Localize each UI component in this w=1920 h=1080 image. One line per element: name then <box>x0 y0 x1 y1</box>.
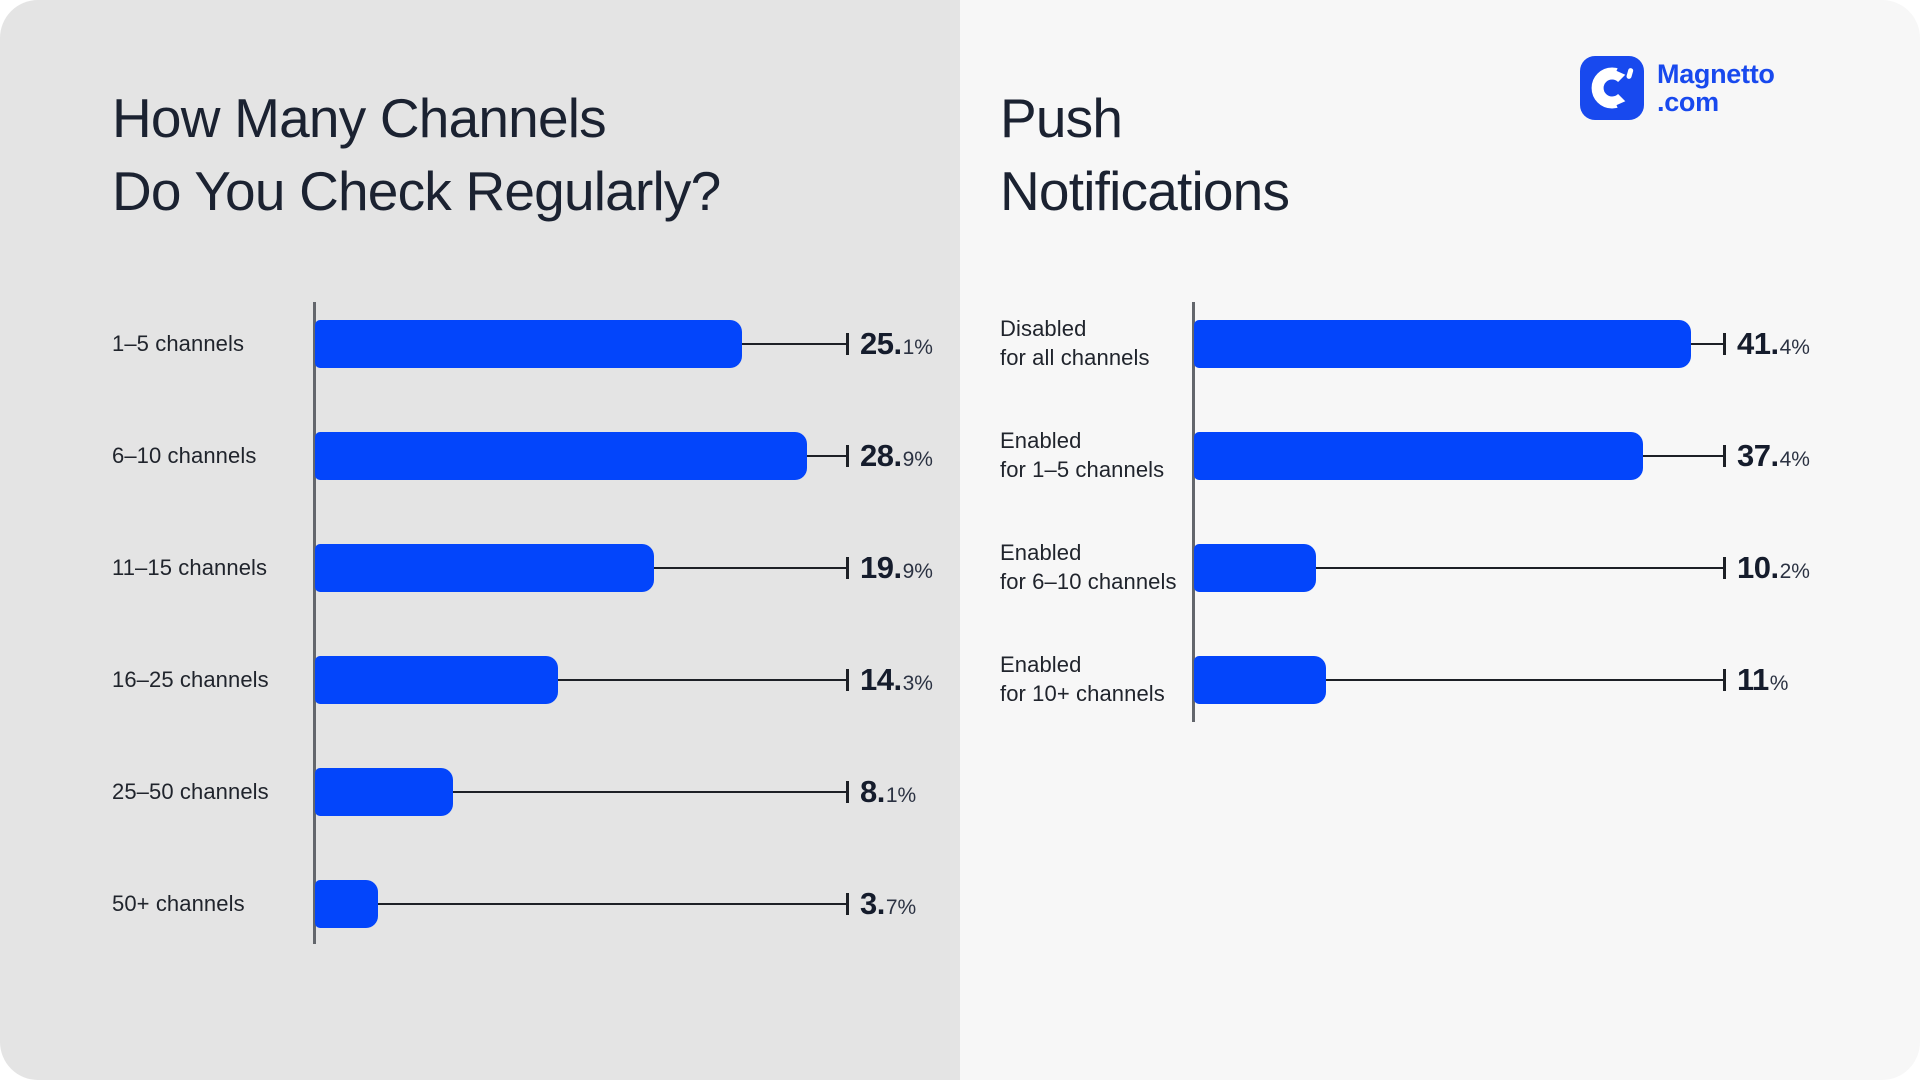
bar-row: 1–5 channels 25. 1% <box>112 288 958 400</box>
bar-row: 11–15 channels 19. 9% <box>112 512 958 624</box>
magnet-icon <box>1580 56 1644 120</box>
value-label: 10. 2% <box>1737 550 1810 585</box>
bar <box>1194 656 1326 704</box>
bar-row: Enabled for 10+ channels 11% <box>1000 624 1918 736</box>
tick-mark <box>846 445 849 467</box>
value-label: 14. 3% <box>860 662 933 697</box>
category-label: Enabled for 1–5 channels <box>1000 428 1165 482</box>
push-notifications-panel: Magnetto .com Push Notifications Disabled… <box>960 0 1920 1080</box>
bar-row: Disabled for all channels 41. 4% <box>1000 288 1918 400</box>
bar <box>1194 432 1643 480</box>
value-label: 3. 7% <box>860 886 917 921</box>
leader-line <box>742 343 846 345</box>
bar-row: 25–50 channels 8. 1% <box>112 736 958 848</box>
tick-mark <box>1723 445 1726 467</box>
leader-line <box>1316 567 1723 569</box>
leader-line <box>452 791 846 793</box>
title-line-1: How Many Channels <box>112 87 607 149</box>
right-axis-line <box>1192 302 1195 722</box>
bar <box>315 656 559 704</box>
value-label: 25. 1% <box>860 326 933 361</box>
bar <box>315 544 654 592</box>
category-label: Enabled for 10+ channels <box>1000 652 1165 706</box>
category-label: 50+ channels <box>112 890 245 916</box>
value-label: 28. 9% <box>860 438 933 473</box>
bar <box>315 768 453 816</box>
brand-tld: .com <box>1657 87 1719 118</box>
channels-chart-title: How Many Channels Do You Check Regularly? <box>112 82 721 227</box>
leader-line <box>1690 343 1723 345</box>
tick-mark <box>846 893 849 915</box>
leader-line <box>1642 455 1723 457</box>
bar <box>315 432 807 480</box>
bar-row: 50+ channels 3. 7% <box>112 848 958 960</box>
channels-panel: How Many Channels Do You Check Regularly?… <box>0 0 960 1080</box>
tick-mark <box>846 781 849 803</box>
title-line-2: Notifications <box>1000 159 1290 222</box>
leader-line <box>377 903 846 905</box>
value-label: 8. 1% <box>860 774 917 809</box>
category-label: 11–15 channels <box>112 554 268 580</box>
push-bar-chart: Disabled for all channels 41. 4% Enabled for … <box>1000 288 1918 736</box>
brand-logo: Magnetto .com <box>1580 56 1775 120</box>
channels-bar-chart: 1–5 channels 25. 1% 6–10 channels 28. 9% 11–15… <box>112 288 958 960</box>
value-label: 41. 4% <box>1737 326 1810 361</box>
tick-mark <box>1723 557 1726 579</box>
bar <box>315 880 378 928</box>
category-label: 25–50 channels <box>112 778 269 804</box>
leader-line <box>806 455 846 457</box>
leader-line <box>1326 679 1723 681</box>
category-label: 1–5 channels <box>112 330 245 356</box>
category-label: 16–25 channels <box>112 666 269 692</box>
bar-row: 16–25 channels 14. 3% <box>112 624 958 736</box>
bar <box>1194 544 1317 592</box>
category-label: 6–10 channels <box>112 442 257 468</box>
title-line-1: Push <box>1000 87 1123 149</box>
leader-line <box>558 679 846 681</box>
title-line-2: Do You Check Regularly? <box>112 159 721 222</box>
tick-mark <box>1723 333 1726 355</box>
bar <box>315 320 743 368</box>
bar-row: 6–10 channels 28. 9% <box>112 400 958 512</box>
tick-mark <box>846 333 849 355</box>
category-label: Enabled for 6–10 channels <box>1000 540 1177 594</box>
category-label: Disabled for all channels <box>1000 316 1150 370</box>
tick-mark <box>846 557 849 579</box>
value-label: 11% <box>1737 662 1789 697</box>
brand-wordmark: Magnetto .com <box>1657 60 1775 117</box>
brand-name: Magnetto <box>1657 59 1775 89</box>
value-label: 19. 9% <box>860 550 933 585</box>
push-chart-title: Push Notifications <box>1000 82 1290 227</box>
bar-row: Enabled for 6–10 channels 10. 2% <box>1000 512 1918 624</box>
bar-row: Enabled for 1–5 channels 37. 4% <box>1000 400 1918 512</box>
left-axis-line <box>313 302 316 944</box>
bar <box>1194 320 1691 368</box>
leader-line <box>653 567 846 569</box>
tick-mark <box>1723 669 1726 691</box>
value-label: 37. 4% <box>1737 438 1810 473</box>
tick-mark <box>846 669 849 691</box>
